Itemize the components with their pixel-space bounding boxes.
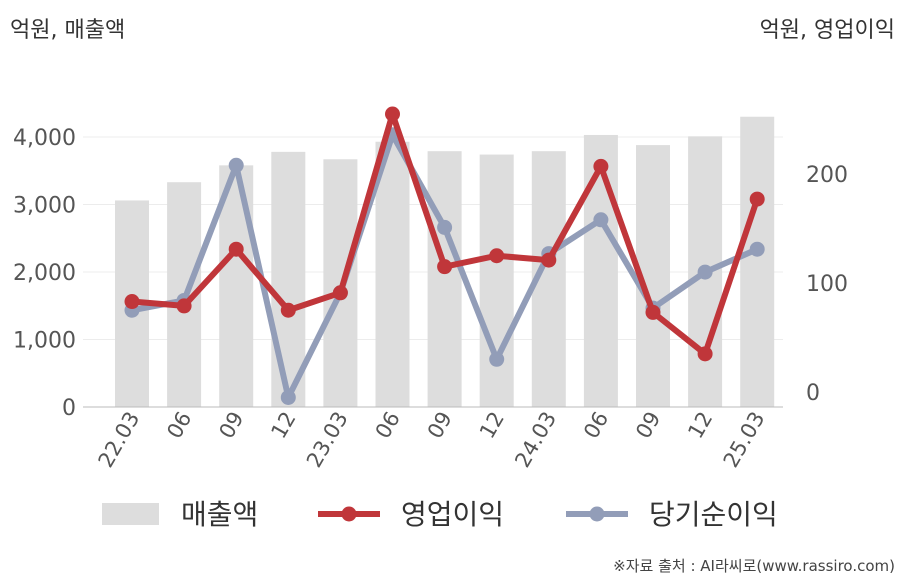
x-tick-label: 24.03 bbox=[510, 408, 561, 472]
legend-marker-operating-profit bbox=[341, 506, 357, 522]
legend-marker-net-income bbox=[589, 506, 605, 522]
x-tick-label: 22.03 bbox=[93, 408, 144, 472]
left-tick-label: 0 bbox=[62, 396, 76, 421]
point-operating-profit bbox=[176, 298, 192, 314]
x-tick-label: 12 bbox=[683, 408, 717, 443]
point-operating-profit bbox=[228, 241, 244, 257]
point-operating-profit bbox=[593, 158, 609, 174]
right-tick-label: 100 bbox=[806, 272, 848, 297]
x-tick-label: 23.03 bbox=[302, 408, 353, 472]
x-tick-label: 06 bbox=[162, 408, 196, 443]
point-net-income bbox=[228, 157, 244, 173]
point-operating-profit bbox=[489, 248, 505, 264]
x-tick-label: 09 bbox=[423, 408, 457, 443]
point-net-income bbox=[697, 264, 713, 280]
right-axis-ticks: 0 100 200 bbox=[806, 163, 848, 406]
left-axis-ticks: 0 1,000 2,000 3,000 4,000 bbox=[13, 126, 76, 421]
x-tick-label: 06 bbox=[579, 408, 613, 443]
point-operating-profit bbox=[437, 259, 453, 275]
revenue-bars bbox=[115, 116, 775, 407]
legend-label-operating-profit: 영업이익 bbox=[401, 498, 504, 531]
left-tick-label: 3,000 bbox=[13, 194, 76, 219]
point-net-income bbox=[489, 351, 505, 367]
left-tick-label: 4,000 bbox=[13, 126, 76, 151]
x-tick-label: 25.03 bbox=[719, 408, 770, 472]
x-tick-label: 12 bbox=[266, 408, 300, 443]
left-axis-unit: 억원, 매출액 bbox=[10, 18, 125, 43]
x-tick-label: 12 bbox=[475, 408, 509, 443]
legend-label-revenue: 매출액 bbox=[181, 498, 258, 531]
source-note: ※자료 출처 : AI라씨로(www.rassiro.com) bbox=[613, 557, 895, 575]
left-tick-label: 2,000 bbox=[13, 261, 76, 286]
right-tick-label: 200 bbox=[806, 163, 848, 188]
point-net-income bbox=[437, 219, 453, 235]
x-tick-label: 09 bbox=[631, 408, 665, 443]
bar-revenue bbox=[479, 154, 514, 407]
x-axis-ticks: 22.03 06 09 12 23.03 06 09 12 24.03 06 09 12 25.03 bbox=[93, 408, 769, 472]
point-net-income bbox=[749, 241, 765, 257]
bar-revenue bbox=[375, 141, 410, 407]
left-tick-label: 1,000 bbox=[13, 329, 76, 354]
point-operating-profit bbox=[645, 304, 661, 320]
point-operating-profit bbox=[749, 191, 765, 207]
right-axis-unit: 억원, 영업이익 bbox=[760, 18, 895, 43]
profit-lines bbox=[124, 106, 765, 405]
bar-revenue bbox=[271, 151, 306, 407]
right-tick-label: 0 bbox=[806, 381, 820, 406]
point-net-income bbox=[593, 212, 609, 228]
point-operating-profit bbox=[697, 346, 713, 362]
point-operating-profit bbox=[385, 106, 400, 122]
legend: 매출액 영업이익 당기순이익 bbox=[102, 498, 778, 531]
x-tick-label: 06 bbox=[371, 408, 405, 443]
bar-revenue bbox=[427, 151, 462, 407]
legend-label-net-income: 당기순이익 bbox=[649, 498, 778, 531]
x-tick-label: 09 bbox=[214, 408, 248, 443]
legend-swatch-revenue bbox=[102, 503, 159, 525]
point-operating-profit bbox=[124, 294, 140, 310]
point-operating-profit bbox=[280, 302, 296, 318]
bar-revenue bbox=[740, 116, 775, 407]
bar-revenue bbox=[583, 134, 618, 407]
point-net-income bbox=[280, 389, 296, 405]
point-operating-profit bbox=[332, 285, 348, 301]
point-operating-profit bbox=[541, 252, 557, 268]
